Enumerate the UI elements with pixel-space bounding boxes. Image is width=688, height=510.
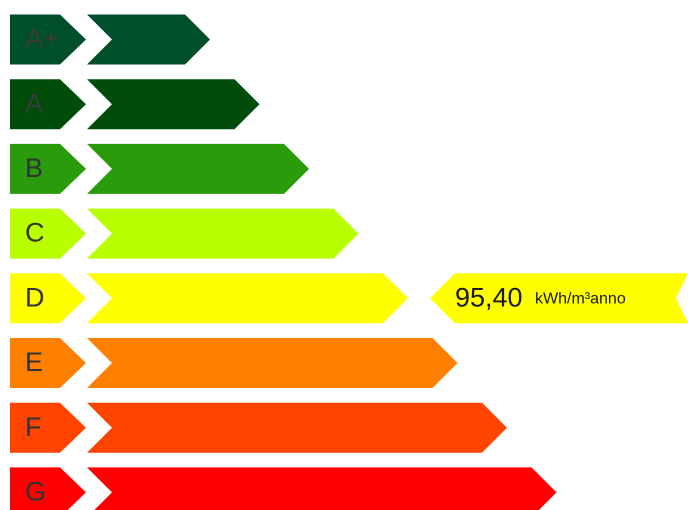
rating-bar xyxy=(87,79,260,130)
rating-bar xyxy=(87,402,507,453)
rating-label-text: A xyxy=(25,88,43,118)
rating-indicator-text: 95,40 kWh/m³anno xyxy=(455,282,626,312)
rating-label-text: D xyxy=(25,282,45,312)
rating-row-c: C xyxy=(10,208,359,259)
rating-bar xyxy=(87,467,557,510)
rating-row-b: B xyxy=(10,143,309,194)
rating-label-box xyxy=(10,338,86,388)
rating-label-box xyxy=(10,467,86,510)
rating-row-f: F xyxy=(10,402,507,453)
rating-label-box xyxy=(10,273,86,324)
rating-indicator: 95,40 kWh/m³anno xyxy=(430,273,688,324)
rating-label-box xyxy=(10,402,86,453)
rating-label-text: A+ xyxy=(25,24,59,54)
rating-bar xyxy=(87,273,408,324)
rating-label-box xyxy=(10,208,86,259)
rating-indicator-value: 95,40 xyxy=(455,282,523,312)
rating-indicator-arrow xyxy=(430,273,688,324)
rating-label-box xyxy=(10,79,86,130)
rating-label-box xyxy=(10,14,86,65)
rating-bar xyxy=(87,208,359,259)
rating-label-text: B xyxy=(25,153,43,183)
rating-bar xyxy=(87,14,210,65)
rating-label-text: E xyxy=(25,347,43,377)
rating-row-a: A xyxy=(10,79,260,130)
rating-indicator-unit: kWh/m³anno xyxy=(535,291,626,308)
rating-row-a-plus: A+ xyxy=(10,14,210,65)
rating-row-e: E xyxy=(10,338,458,388)
rating-bar xyxy=(87,338,458,388)
rating-row-g: G xyxy=(10,467,557,510)
rating-label-text: C xyxy=(25,218,45,248)
rating-label-text: G xyxy=(25,477,46,507)
rating-label-box xyxy=(10,143,86,194)
rating-label-text: F xyxy=(25,412,42,442)
rating-bar xyxy=(87,143,309,194)
rating-row-d: D xyxy=(10,273,408,324)
rating-rows: A+ A B C D E F G xyxy=(10,14,557,510)
